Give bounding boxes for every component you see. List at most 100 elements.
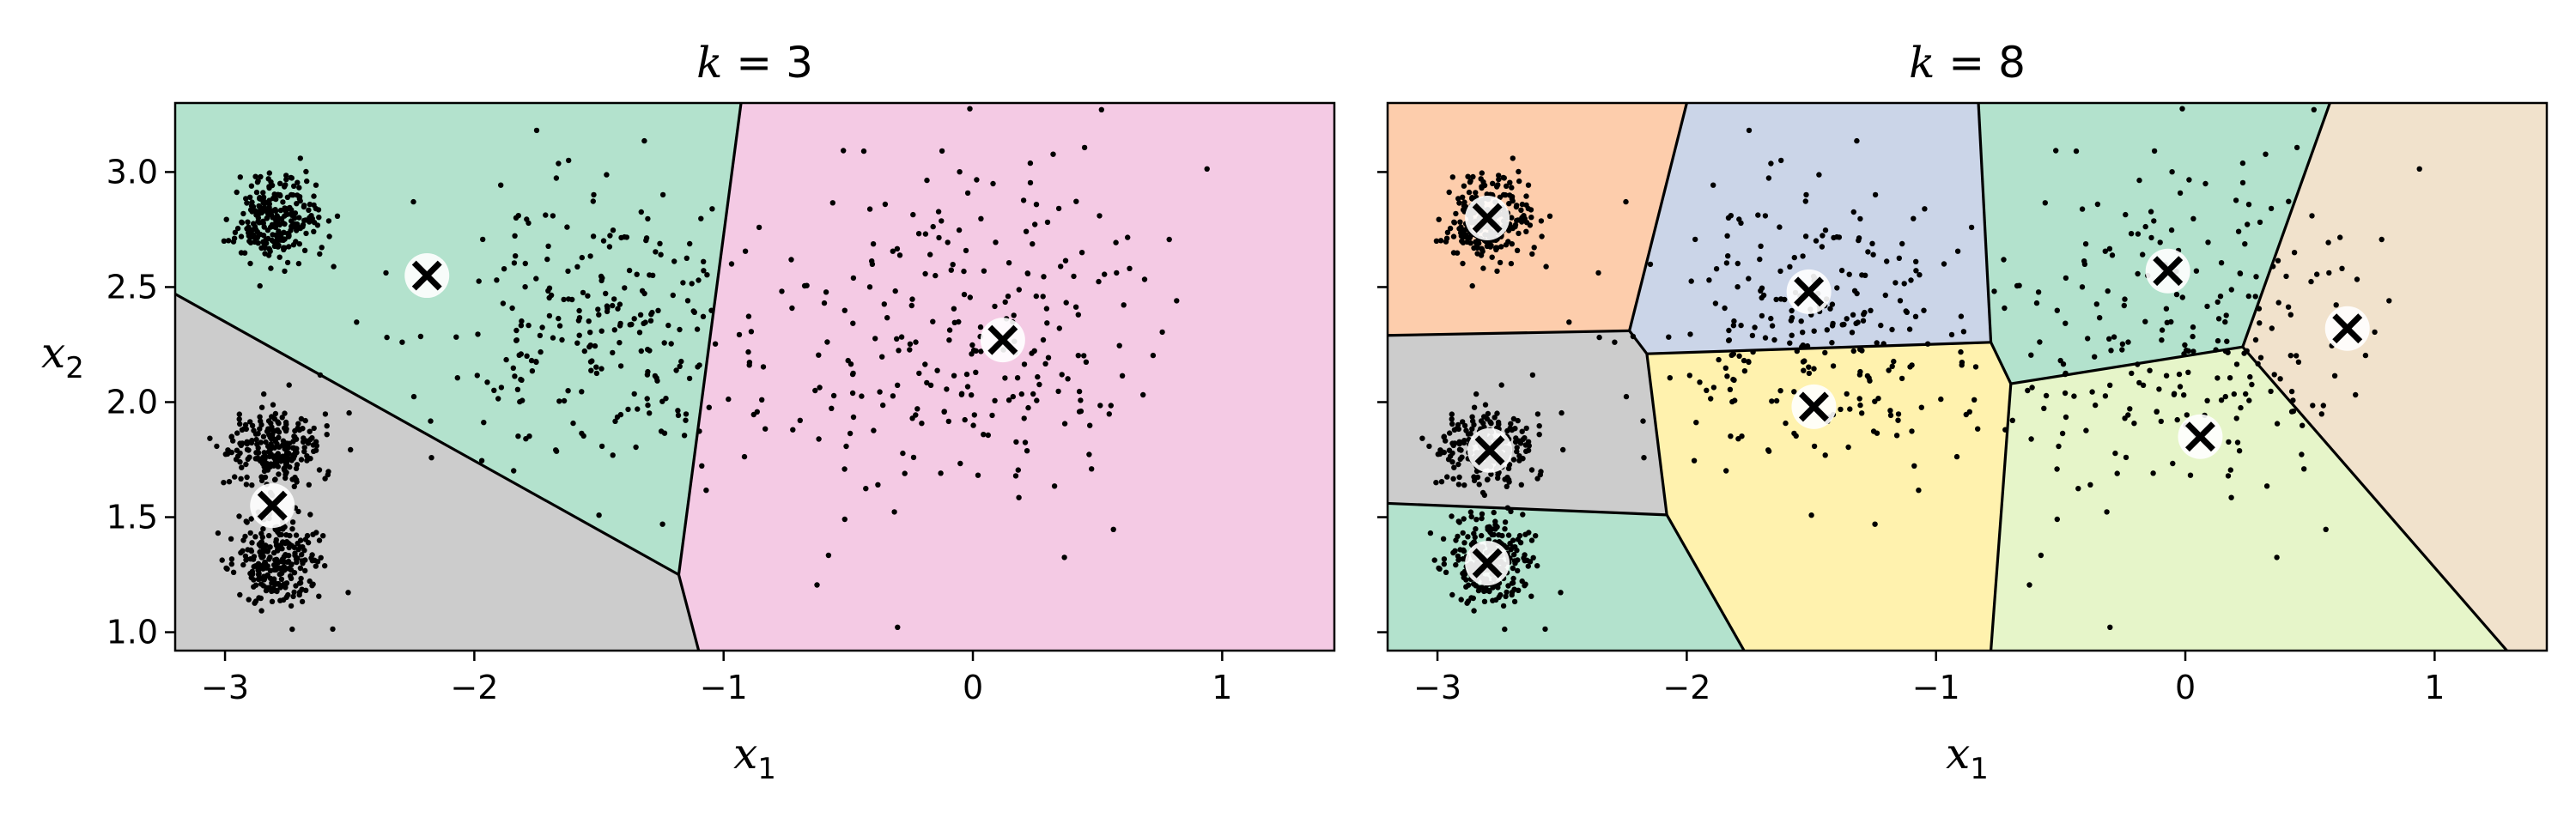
data-point bbox=[1514, 548, 1520, 554]
data-point bbox=[1558, 409, 1564, 416]
data-point bbox=[1492, 518, 1498, 524]
data-point bbox=[967, 294, 974, 300]
data-point bbox=[684, 298, 691, 304]
data-point bbox=[258, 173, 264, 180]
data-point bbox=[1762, 213, 1769, 219]
data-point bbox=[500, 300, 507, 306]
data-point bbox=[698, 215, 704, 221]
data-point bbox=[2293, 144, 2300, 151]
data-point bbox=[2231, 391, 2237, 397]
data-point bbox=[974, 177, 980, 183]
data-point bbox=[1108, 403, 1115, 409]
data-point bbox=[875, 482, 881, 488]
data-point bbox=[1896, 255, 1902, 261]
data-point bbox=[1455, 196, 1461, 202]
data-point bbox=[1463, 427, 1469, 433]
data-point bbox=[1051, 483, 1058, 489]
data-point bbox=[677, 326, 683, 333]
data-point bbox=[978, 348, 984, 354]
data-point bbox=[453, 334, 459, 340]
data-point bbox=[561, 397, 568, 404]
data-point bbox=[2242, 241, 2248, 247]
data-point bbox=[1806, 364, 1812, 370]
data-point bbox=[746, 360, 753, 366]
data-point bbox=[1491, 509, 1497, 516]
data-point bbox=[302, 417, 308, 424]
data-point bbox=[283, 552, 289, 558]
data-point bbox=[237, 591, 243, 598]
data-point bbox=[258, 418, 264, 424]
data-point bbox=[1456, 519, 1462, 525]
data-point bbox=[1726, 337, 1732, 343]
data-point bbox=[880, 402, 886, 409]
data-point bbox=[2226, 439, 2232, 445]
centroid-cross bbox=[1472, 548, 1503, 579]
data-point bbox=[307, 512, 313, 518]
data-point bbox=[1502, 519, 1509, 525]
data-point bbox=[638, 348, 644, 354]
data-point bbox=[2119, 347, 2125, 353]
data-point bbox=[231, 235, 238, 241]
data-point bbox=[910, 454, 917, 461]
data-point bbox=[1917, 272, 1923, 278]
data-point bbox=[1867, 378, 1873, 384]
data-point bbox=[260, 459, 266, 465]
data-point bbox=[1454, 250, 1461, 256]
data-point bbox=[1623, 198, 1629, 205]
data-point bbox=[2252, 336, 2259, 343]
data-point bbox=[1013, 439, 1019, 445]
data-point bbox=[797, 417, 803, 423]
data-point bbox=[1542, 626, 1548, 633]
centroid-marker bbox=[1465, 541, 1510, 586]
data-point bbox=[289, 210, 295, 216]
data-point bbox=[428, 418, 434, 424]
centroid-marker bbox=[2178, 414, 2223, 459]
data-point bbox=[1015, 467, 1022, 473]
data-point bbox=[2362, 352, 2369, 359]
data-point bbox=[1465, 173, 1471, 179]
data-point bbox=[1073, 198, 1079, 204]
data-point bbox=[1769, 323, 1776, 329]
data-point bbox=[2246, 397, 2252, 403]
data-point bbox=[1472, 534, 1479, 541]
data-point bbox=[647, 318, 654, 324]
data-point bbox=[1512, 223, 1518, 230]
data-point bbox=[2215, 299, 2221, 306]
data-point bbox=[258, 608, 264, 614]
data-point bbox=[561, 296, 567, 303]
data-point bbox=[1798, 318, 1804, 324]
data-point bbox=[1449, 513, 1455, 519]
data-point bbox=[2123, 211, 2129, 218]
data-point bbox=[291, 483, 297, 489]
data-point bbox=[234, 447, 240, 453]
centroid-marker bbox=[2145, 248, 2190, 294]
data-point bbox=[1518, 207, 1524, 213]
data-point bbox=[2222, 318, 2228, 325]
data-point bbox=[544, 256, 550, 263]
data-point bbox=[1723, 260, 1730, 266]
data-point bbox=[1427, 530, 1434, 536]
data-point bbox=[963, 371, 970, 378]
data-point bbox=[890, 248, 896, 254]
x-tick-label: −1 bbox=[1912, 669, 1960, 706]
data-point bbox=[706, 404, 712, 410]
data-point bbox=[301, 435, 307, 441]
data-point bbox=[1482, 402, 1489, 408]
data-point bbox=[1449, 174, 1456, 180]
data-point bbox=[236, 411, 242, 417]
data-point bbox=[247, 260, 253, 267]
data-point bbox=[1005, 397, 1012, 403]
data-point bbox=[2016, 282, 2022, 288]
data-point bbox=[2269, 325, 2275, 331]
data-point bbox=[281, 564, 288, 570]
data-point bbox=[1460, 194, 1466, 200]
data-point bbox=[1834, 233, 1840, 240]
data-point bbox=[745, 348, 751, 355]
data-point bbox=[657, 240, 663, 246]
data-point bbox=[255, 431, 261, 437]
data-point bbox=[524, 216, 530, 222]
data-point bbox=[1005, 294, 1012, 300]
data-point bbox=[1887, 408, 1893, 414]
data-point bbox=[1693, 420, 1699, 426]
data-point bbox=[1838, 406, 1844, 413]
